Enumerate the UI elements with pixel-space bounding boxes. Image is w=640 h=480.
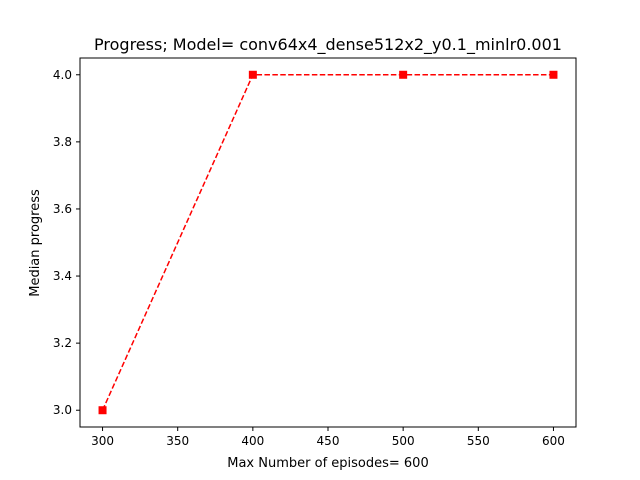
y-axis-label: Median progress <box>28 189 43 297</box>
x-tick-label: 450 <box>317 434 340 448</box>
x-axis-label: Max Number of episodes= 600 <box>227 456 428 471</box>
y-tick-label: 3.2 <box>53 336 72 350</box>
data-point-marker <box>248 70 257 79</box>
x-tick-label: 550 <box>467 434 490 448</box>
data-point-marker <box>399 70 408 79</box>
x-tick-label: 600 <box>542 434 565 448</box>
data-point-marker <box>549 70 558 79</box>
plot-area <box>80 58 576 427</box>
y-tick-label: 3.0 <box>53 403 72 417</box>
x-tick-label: 350 <box>166 434 189 448</box>
plot-frame <box>79 57 577 428</box>
y-tick-label: 3.4 <box>53 269 72 283</box>
x-tick-label: 400 <box>241 434 264 448</box>
data-point-marker <box>98 406 107 415</box>
series-line <box>101 74 554 411</box>
y-tick-label: 3.8 <box>53 135 72 149</box>
x-axis-ticks: 300 350 400 450 500 550 600 <box>91 427 565 448</box>
y-axis-ticks: 3.0 3.2 3.4 3.6 3.8 4.0 <box>53 68 80 417</box>
y-tick-label: 4.0 <box>53 68 72 82</box>
x-tick-label: 300 <box>91 434 114 448</box>
x-tick-label: 500 <box>392 434 415 448</box>
chart-title: Progress; Model= conv64x4_dense512x2_y0.… <box>94 35 562 55</box>
series-layer <box>98 70 558 415</box>
y-tick-label: 3.6 <box>53 202 72 216</box>
